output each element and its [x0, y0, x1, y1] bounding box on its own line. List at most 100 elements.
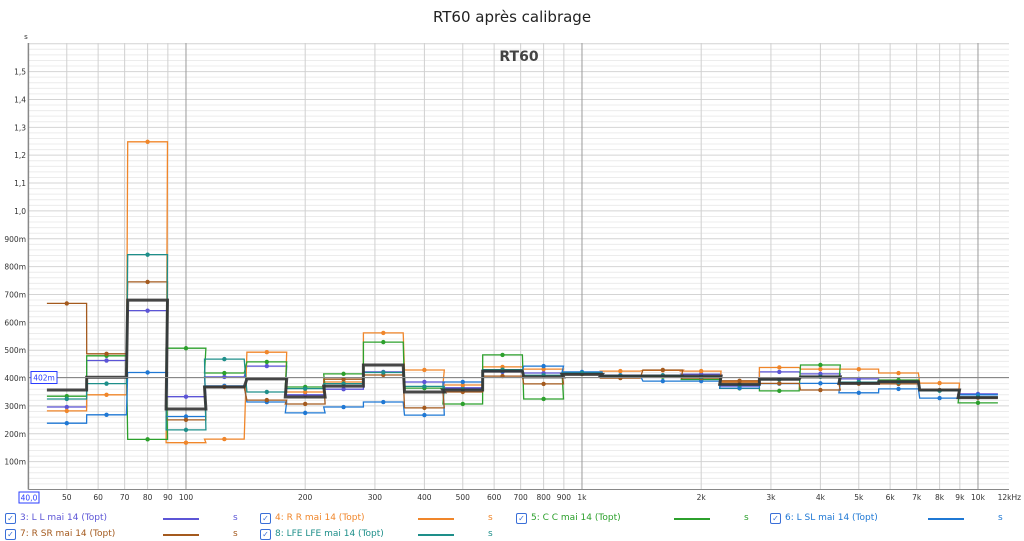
x-tick-label: 80 [143, 493, 153, 502]
data-point [777, 388, 782, 394]
y-tick-label: 1,4 [14, 95, 26, 104]
data-point [818, 362, 823, 368]
x-tick-label: 3k [766, 493, 776, 502]
series-line [46, 253, 998, 431]
data-point [222, 374, 227, 380]
data-point [777, 369, 782, 375]
legend-unit: s [744, 513, 749, 523]
data-point [381, 370, 386, 375]
y-tick-label: 1,3 [14, 123, 26, 132]
data-point [896, 370, 901, 376]
data-point [183, 427, 189, 433]
legend-label: 6: L SL mai 14 (Topt) [785, 513, 878, 523]
y-tick-label: 300m [4, 402, 26, 411]
cursor-y-box [30, 371, 58, 385]
legend-item[interactable]: ✓ 8: LFE LFE mai 14 (Topt) [260, 527, 384, 541]
data-point [145, 252, 150, 257]
x-tick-label: 600 [487, 493, 502, 502]
data-point [975, 400, 981, 406]
data-point [422, 412, 427, 418]
legend-swatch [418, 518, 454, 520]
data-point [541, 363, 546, 369]
legend-item[interactable]: ✓ 6: L SL mai 14 (Topt) [770, 511, 878, 525]
legend-unit: s [233, 513, 238, 523]
data-point [422, 367, 427, 373]
data-point [64, 408, 69, 414]
data-point [660, 378, 666, 384]
checkbox-icon[interactable]: ✓ [516, 512, 527, 524]
y-tick-label: 200m [4, 430, 26, 439]
data-point [818, 366, 823, 372]
checkbox-icon[interactable]: ✓ [5, 528, 16, 540]
data-point [422, 384, 427, 389]
data-point [64, 420, 69, 426]
cursor-x-label: 40,0 [21, 494, 38, 503]
y-axis-unit: s [24, 33, 28, 41]
data-point [381, 330, 386, 336]
legend-item[interactable]: ✓ 5: C C mai 14 (Topt) [516, 511, 621, 525]
data-point [698, 378, 704, 384]
data-point [302, 386, 308, 391]
checkbox-icon[interactable]: ✓ [770, 512, 781, 524]
data-point [341, 371, 346, 377]
data-point [104, 351, 109, 357]
data-point [183, 440, 189, 445]
data-point [896, 386, 901, 392]
y-tick-label: 700m [4, 290, 26, 299]
data-point [460, 379, 465, 385]
legend-label: 3: L L mai 14 (Topt) [20, 513, 108, 523]
data-point [618, 368, 623, 374]
data-point [104, 358, 109, 363]
data-point [302, 389, 308, 395]
x-tick-label: 12kHz [998, 493, 1022, 502]
data-point [183, 394, 189, 399]
legend-label: 8: LFE LFE mai 14 (Topt) [275, 529, 384, 539]
series-group [46, 139, 998, 445]
x-tick-label: 70 [120, 493, 130, 502]
data-point [737, 385, 742, 391]
data-point [145, 139, 150, 145]
legend-swatch [674, 518, 710, 520]
data-point [64, 404, 69, 410]
legend-item[interactable]: ✓ 4: R R mai 14 (Topt) [260, 511, 365, 525]
x-tick-label: 800 [536, 493, 551, 502]
legend-item[interactable]: ✓ 3: L L mai 14 (Topt) [5, 511, 107, 525]
y-tick-label: 1,0 [14, 207, 26, 216]
chart-title: RT60 après calibrage [433, 8, 591, 26]
legend-swatch [418, 534, 454, 536]
data-point [937, 395, 942, 401]
data-point [64, 301, 69, 306]
plot-label: RT60 [499, 49, 538, 65]
y-tick-label: 800m [4, 263, 26, 272]
data-point [777, 365, 782, 370]
data-point [818, 387, 823, 393]
cursor[interactable]: 402m 40,0 [18, 371, 1009, 504]
data-point [264, 389, 270, 395]
legend-swatch [928, 518, 964, 520]
legend-unit: s [488, 513, 493, 523]
series-line [46, 281, 998, 421]
y-tick-label: 900m [4, 235, 26, 244]
legend-swatch [163, 534, 199, 536]
checkbox-icon[interactable]: ✓ [260, 528, 271, 540]
legend-item[interactable]: ✓ 7: R SR mai 14 (Topt) [5, 527, 115, 541]
y-tick-label: 100m [4, 458, 26, 467]
checkbox-icon[interactable]: ✓ [260, 512, 271, 524]
checkbox-icon[interactable]: ✓ [5, 512, 16, 524]
data-point [660, 367, 666, 373]
legend-label: 4: R R mai 14 (Topt) [275, 513, 365, 523]
x-tick-label: 8k [935, 493, 945, 502]
data-point [541, 366, 546, 372]
x-tick-label: 1k [577, 493, 587, 502]
legend-label: 7: R SR mai 14 (Topt) [20, 529, 116, 539]
y-tick-label: 1,2 [14, 151, 26, 160]
x-tick-label: 900 [557, 493, 572, 502]
x-tick-label: 500 [456, 493, 471, 502]
data-point [264, 349, 270, 355]
data-point [422, 405, 427, 411]
data-point [183, 346, 189, 351]
x-tick-label: 90 [163, 493, 173, 502]
data-point [856, 390, 861, 396]
data-point [264, 397, 270, 403]
